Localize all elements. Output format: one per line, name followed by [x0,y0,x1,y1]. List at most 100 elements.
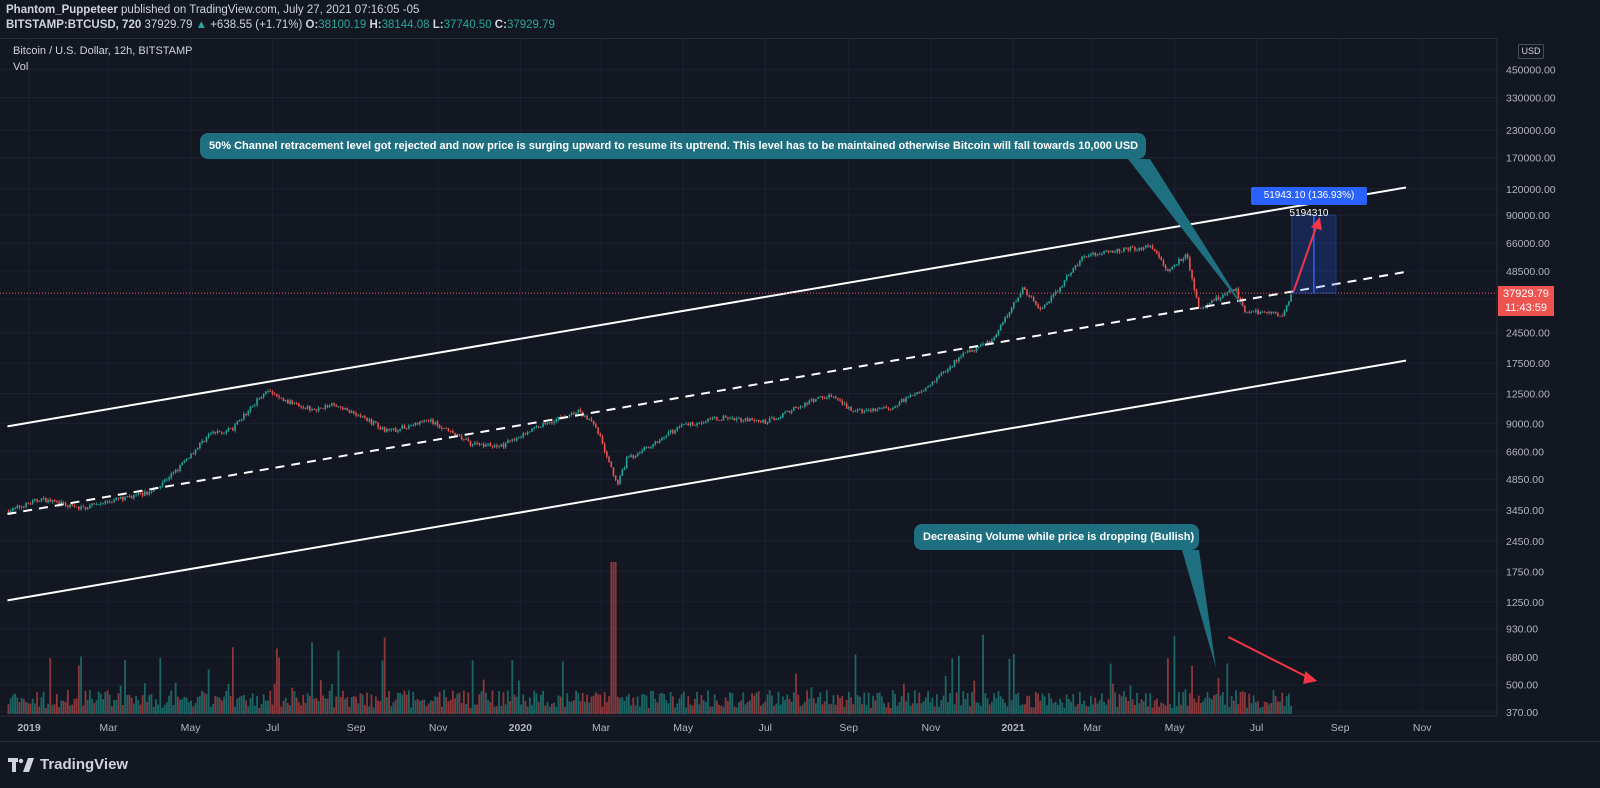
candle-body [185,458,188,461]
annotation-callout-volume[interactable]: Decreasing Volume while price is droppin… [914,524,1199,550]
volume-bar [128,694,131,714]
volume-bar [852,704,855,714]
volume-bar [546,701,549,714]
candle-body [1026,289,1028,296]
candle-body [240,419,243,421]
candle-body [225,430,228,434]
candle-body [1160,257,1163,261]
volume-bar [1195,702,1198,714]
volume-bar [990,701,993,714]
candle-body [474,442,476,445]
candle-body [161,482,164,486]
candle-body [386,429,388,432]
candle-body [639,452,641,454]
price-chart[interactable]: 450000.00 330000.00 230000.00 170000.00 1200… [0,38,1600,741]
candle-body [905,397,907,402]
volume-bar [445,697,448,714]
candle-body [623,468,626,470]
price-tick-label: 170000.00 [1506,152,1556,164]
candle-body [218,431,221,433]
volume-bar [300,705,302,714]
volume-bar [1129,685,1132,714]
volume-bar [935,694,938,714]
candle-body [289,400,291,404]
volume-bar [896,705,899,714]
price-tick-label: 230000.00 [1506,125,1556,137]
candle-body [49,499,52,502]
volume-bar [84,690,87,714]
candle-body [848,407,850,409]
volume-bar [163,704,166,714]
candle-body [696,423,698,426]
candle-body [7,511,10,514]
candle-body [907,396,910,398]
time-tick-label: Nov [1413,722,1432,734]
volume-bar [962,691,965,714]
volume-bar [443,689,445,714]
volume-bar [86,699,89,714]
chart-title[interactable]: Bitcoin / U.S. Dollar, 12h, BITSTAMP [13,45,193,57]
volume-bar [181,699,184,714]
footer: TradingView [0,741,1600,788]
publisher-name[interactable]: Phantom_Puppeteer [6,4,118,16]
volume-label[interactable]: Vol [13,61,29,73]
measure-label[interactable]: 51943.10 (136.93%) 5194310 [1251,187,1367,219]
candle-body [144,491,146,496]
volume-bar [209,707,212,714]
candle-body [1125,247,1127,249]
candle-body [388,429,390,431]
volume-bar [696,691,698,714]
candle-body [251,405,254,407]
candle-body [401,425,404,429]
candle-body [392,428,395,430]
volume-bar [795,673,797,714]
candle-body [243,413,245,420]
candle-body [190,453,192,459]
candle-body [1228,290,1231,293]
volume-bar [1204,698,1207,714]
volume-bar [379,701,382,714]
last-price-tag-value: 37929.79 [1503,288,1549,300]
candle-body [841,400,844,405]
volume-bar [647,707,650,714]
candle-body [1046,303,1048,305]
candle-body [412,425,415,427]
volume-bar [355,696,357,714]
candle-body [150,491,153,493]
volume-bar [361,694,364,714]
candle-body [491,445,494,447]
volume-bar [887,702,890,714]
volume-bar [192,706,195,714]
price-tick-label: 6600.00 [1506,446,1544,458]
candle-body [885,407,888,409]
candle-body [1224,294,1226,296]
candle-body [364,416,366,418]
volume-bar [649,691,652,714]
candle-body [188,458,190,459]
volume-bar [159,657,162,714]
price-tick-label: 330000.00 [1506,92,1556,104]
candle-body [1037,304,1039,308]
time-axis: 2019 Mar May Jul Sep Nov 2020 Mar May Jul Sep Nov 20… [0,715,1497,734]
volume-bar [729,692,731,714]
candle-body [368,419,371,422]
candle-body [1134,247,1136,251]
volume-bar [504,704,507,714]
time-tick-label: 2020 [509,722,533,734]
volume-bar [190,700,192,714]
time-tick-label: Sep [347,722,366,734]
volume-bar [1081,703,1083,714]
volume-bar [726,700,729,714]
price-tick-label: 24500.00 [1506,328,1550,340]
candle-body [720,420,723,422]
volume-bar [735,707,738,714]
volume-bar [977,702,980,714]
volume-bar [1173,636,1176,714]
candle-body [117,497,120,499]
candle-body [366,417,368,422]
candle-body [381,427,384,430]
candle-body [1096,254,1099,256]
volume-bar [359,693,362,714]
tradingview-logo[interactable]: TradingView [8,756,128,773]
annotation-callout-top[interactable]: 50% Channel retracement level got reject… [200,133,1146,159]
